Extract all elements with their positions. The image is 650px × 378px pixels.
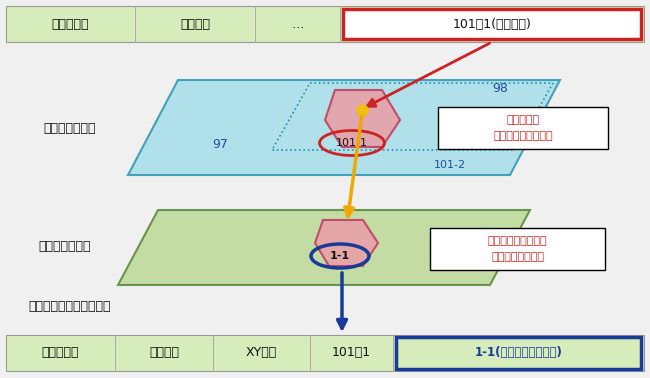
Text: 対象リスト: 対象リスト [52,17,89,31]
Text: 101！1(古い住所): 101！1(古い住所) [452,17,532,31]
Text: 1-1: 1-1 [330,251,350,261]
Bar [6,335,644,371]
Text: 1-1(新しい住所の追加): 1-1(新しい住所の追加) [474,347,562,359]
Text: 管理番号: 管理番号 [180,17,210,31]
Text: 精査後のリストイメージ: 精査後のリストイメージ [29,301,111,313]
Text: 101-2: 101-2 [434,160,466,170]
Text: 過去の住宅地図: 過去の住宅地図 [44,121,96,135]
Text: 住所で突合: 住所で突合 [506,115,540,125]
Polygon shape [315,220,378,266]
Text: 101！1: 101！1 [332,347,371,359]
FancyBboxPatch shape [396,337,641,369]
Text: 緯度経度座標の取得: 緯度経度座標の取得 [493,131,552,141]
Bar [6,6,644,42]
Text: 新しい住所の取得: 新しい住所の取得 [491,252,544,262]
Polygon shape [128,80,560,175]
Text: …: … [291,17,304,31]
Polygon shape [118,210,530,285]
Polygon shape [325,90,400,147]
Text: 98: 98 [492,82,508,94]
FancyBboxPatch shape [430,228,605,270]
Text: 最新の住宅地図: 最新の住宅地図 [39,240,91,254]
FancyBboxPatch shape [438,107,608,149]
Text: 101-1: 101-1 [336,138,368,148]
Text: 緯度経度座標で突合: 緯度経度座標で突合 [488,236,547,246]
FancyBboxPatch shape [343,9,641,39]
Text: XY座標: XY座標 [246,347,277,359]
Text: 97: 97 [212,138,228,152]
Text: 対象リスト: 対象リスト [42,347,79,359]
Text: 管理番号: 管理番号 [149,347,179,359]
